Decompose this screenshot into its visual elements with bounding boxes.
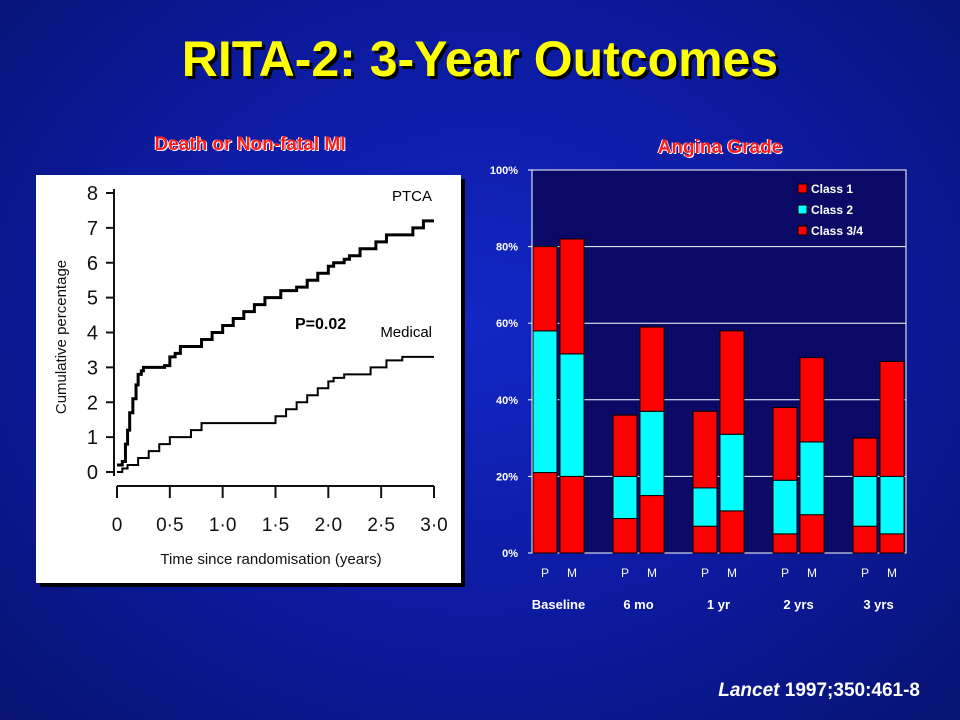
bar-segment [799, 514, 825, 554]
km-x-tick-label: 2·0 [315, 515, 342, 536]
km-series-label-ptca: PTCA [392, 188, 432, 205]
bar-segment [612, 414, 638, 477]
angina-chart-panel: 0% 20% 40% 60% 80% 100% P M P M P M P M P M Baseline 6 mo… [460, 160, 910, 620]
bar-group-label: 6 mo [623, 597, 653, 612]
bar-y-tick-label: 0% [502, 548, 518, 560]
bar-segment [692, 525, 718, 554]
legend-label: Class 1 [811, 182, 853, 196]
km-y-tick-label: 3 [87, 357, 98, 379]
bar-segment [772, 479, 798, 535]
km-y-tick-label: 8 [87, 183, 98, 205]
bar-arm-label: M [567, 566, 577, 580]
km-y-tick-label: 7 [87, 218, 98, 240]
bar-segment [879, 533, 905, 554]
angina-bar-chart: 0% 20% 40% 60% 80% 100% P M P M P M P M P M Baseline 6 mo… [490, 165, 907, 612]
km-series-ptca [117, 219, 434, 467]
km-y-tick-label: 6 [87, 253, 98, 275]
km-y-tick-label: 1 [87, 427, 98, 449]
km-y-tick-label: 5 [87, 288, 98, 310]
bar-segment [852, 475, 878, 527]
bar-arm-label: P [701, 566, 709, 580]
citation: Lancet 1997;350:461-8 [718, 680, 920, 702]
citation-journal: Lancet [718, 680, 780, 701]
slide-title: RITA-2: 3-Year Outcomes [181, 31, 779, 87]
bar-segment [852, 525, 878, 554]
bar-segment [612, 475, 638, 520]
legend-label: Class 3/4 [811, 224, 863, 238]
km-x-tick-label: 3·0 [420, 515, 447, 536]
bar-segment [772, 533, 798, 554]
bar-arm-label: M [647, 566, 657, 580]
km-y-tick-label: 2 [87, 392, 98, 414]
bar-segment [879, 361, 905, 477]
km-ylabel: Cumulative percentage [53, 260, 70, 414]
km-figure-panel: 0 1 2 3 4 5 6 7 8 0 0·5 1·0 1·5 2·0 2·5 3·0 PTCA Medical… [36, 175, 461, 583]
bar-y-tick-label: 80% [496, 242, 518, 254]
km-x-tick-label: 1·5 [262, 515, 289, 536]
bar-segment [879, 475, 905, 535]
bar-segment [532, 330, 558, 474]
km-series-medical [117, 355, 434, 473]
legend-swatch [797, 204, 808, 215]
legend-swatch [797, 183, 808, 194]
bar-segment [799, 441, 825, 516]
bar-segment [559, 238, 585, 355]
bar-segment [532, 472, 558, 554]
right-chart-subtitle: Angina Grade [657, 137, 783, 158]
bar-plot-area [531, 169, 907, 554]
bar-group-label: 1 yr [707, 597, 730, 612]
bar-segment [639, 326, 665, 412]
km-x-tick-label: 0 [112, 515, 123, 536]
km-x-tick-label: 2·5 [367, 515, 394, 536]
km-x-tick-label: 1·0 [209, 515, 236, 536]
km-series-label-medical: Medical [380, 324, 432, 341]
bar-segment [719, 510, 745, 554]
bar-segment [559, 353, 585, 477]
bar-segment [719, 330, 745, 435]
legend-swatch [797, 225, 808, 236]
bar-segment [772, 406, 798, 481]
bar-segment [719, 433, 745, 512]
bar-group-label: Baseline [532, 597, 585, 612]
bar-segment [612, 518, 638, 554]
bar-y-tick-label: 40% [496, 395, 518, 407]
km-y-tick-label: 0 [87, 462, 98, 484]
legend-label: Class 2 [811, 203, 853, 217]
bar-y-tick-label: 60% [496, 318, 518, 330]
bar-segment [532, 246, 558, 332]
bar-segment [852, 437, 878, 477]
citation-ref: 1997;350:461-8 [779, 680, 920, 701]
bar-segment [639, 495, 665, 554]
km-chart: 0 1 2 3 4 5 6 7 8 0 0·5 1·0 1·5 2·0 2·5 3·0 PTCA Medical… [53, 183, 448, 568]
km-xlabel: Time since randomisation (years) [160, 551, 381, 568]
bar-y-tick-label: 20% [496, 471, 518, 483]
pvalue-annotation: P=0.02 [295, 316, 346, 333]
bar-segment [692, 487, 718, 527]
bar-segment [639, 410, 665, 497]
bar-segment [799, 357, 825, 443]
bar-arm-label: P [781, 566, 789, 580]
bar-arm-label: M [807, 566, 817, 580]
bar-arm-label: P [861, 566, 869, 580]
bar-segment [559, 475, 585, 554]
bar-segment [692, 410, 718, 489]
bar-arm-label: P [541, 566, 549, 580]
bar-arm-label: P [621, 566, 629, 580]
bar-group-label: 3 yrs [863, 597, 893, 612]
km-y-tick-label: 4 [87, 323, 98, 345]
bar-arm-label: M [887, 566, 897, 580]
bar-arm-label: M [727, 566, 737, 580]
km-x-tick-label: 0·5 [156, 515, 183, 536]
left-chart-subtitle: Death or Non-fatal MI [154, 134, 346, 155]
bar-group-label: 2 yrs [783, 597, 813, 612]
bar-y-tick-label: 100% [490, 165, 518, 177]
